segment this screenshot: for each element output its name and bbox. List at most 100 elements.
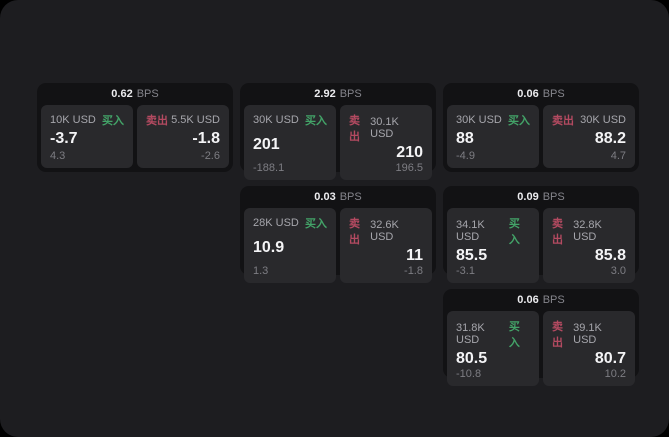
- sell-quote-change: 4.7: [610, 150, 626, 162]
- quote-grid: 0.62 BPS 10K USD 买入 -3.7 4.3 卖出: [37, 83, 639, 386]
- buy-quote-change: -3.1: [456, 264, 475, 277]
- sell-quote-value: 85.8: [594, 247, 626, 264]
- buy-side-badge: 买入: [508, 218, 520, 246]
- bps-unit-label: BPS: [542, 88, 565, 100]
- buy-tile-top-row: 30K USD 买入: [253, 112, 327, 128]
- sell-quote-value: 80.7: [594, 350, 626, 367]
- buy-side-badge: 买入: [305, 218, 327, 230]
- buy-tile-top-row: 30K USD 买入: [456, 112, 530, 128]
- sell-quote-value: 210: [396, 144, 423, 161]
- quote-panels: 30K USD 买入 88 -4.9 卖出 30K USD 88.2 4.7: [447, 105, 635, 168]
- buy-notional-amount: 30K USD: [253, 114, 299, 126]
- sell-quote-tile[interactable]: 卖出 5.5K USD -1.8 -2.6: [137, 105, 229, 168]
- sell-side-badge: 卖出: [552, 321, 563, 349]
- buy-quote-tile[interactable]: 28K USD 买入 10.9 1.3: [244, 208, 336, 283]
- buy-side-badge: 买入: [102, 115, 124, 127]
- sell-quote-value: -1.8: [192, 130, 220, 148]
- buy-quote-value: 88: [456, 130, 474, 148]
- sell-quote-change: 3.0: [610, 264, 626, 277]
- buy-quote-value: 80.5: [456, 350, 488, 367]
- bps-header: 0.09 BPS: [447, 186, 635, 208]
- sell-tile-top-row: 卖出 39.1K USD: [552, 318, 626, 350]
- sell-quote-change: -2.6: [201, 150, 220, 162]
- quote-panels: 34.1K USD 买入 85.5 -3.1 卖出 32.8K USD 85.8…: [447, 208, 635, 283]
- buy-quote-value: 201: [253, 136, 280, 153]
- bps-unit-label: BPS: [542, 294, 565, 306]
- bps-unit-label: BPS: [339, 88, 362, 100]
- sell-side-badge: 卖出: [552, 115, 574, 127]
- buy-quote-value: 10.9: [253, 239, 285, 256]
- quote-panels: 28K USD 买入 10.9 1.3 卖出 32.6K USD 11 -1.8: [244, 208, 432, 283]
- quote-card: 2.92 BPS 30K USD 买入 201 -188.1 卖出: [240, 83, 436, 180]
- quote-panels: 31.8K USD 买入 80.5 -10.8 卖出 39.1K USD 80.…: [447, 311, 635, 386]
- bps-header: 0.03 BPS: [244, 186, 432, 208]
- buy-quote-tile[interactable]: 30K USD 买入 201 -188.1: [244, 105, 336, 180]
- quote-card: 0.09 BPS 34.1K USD 买入 85.5 -3.1 卖出: [443, 186, 639, 283]
- buy-notional-amount: 28K USD: [253, 217, 299, 229]
- sell-quote-change: -1.8: [404, 264, 423, 277]
- quote-card: 0.03 BPS 28K USD 买入 10.9 1.3 卖出: [240, 186, 436, 283]
- sell-quote-change: 196.5: [395, 161, 423, 174]
- buy-quote-change: -188.1: [253, 161, 285, 174]
- bps-value: 0.03: [314, 191, 336, 203]
- bps-unit-label: BPS: [136, 88, 159, 100]
- buy-tile-top-row: 34.1K USD 买入: [456, 215, 530, 247]
- buy-quote-tile[interactable]: 34.1K USD 买入 85.5 -3.1: [447, 208, 539, 283]
- buy-side-badge: 买入: [305, 115, 327, 127]
- bps-value: 0.62: [111, 88, 133, 100]
- sell-quote-tile[interactable]: 卖出 30.1K USD 210 196.5: [340, 105, 432, 180]
- buy-side-badge: 买入: [508, 115, 530, 127]
- quote-card: 0.06 BPS 30K USD 买入 88 -4.9 卖出: [443, 83, 639, 172]
- sell-side-badge: 卖出: [349, 218, 360, 246]
- sell-notional-amount: 5.5K USD: [171, 114, 220, 126]
- sell-side-badge: 卖出: [146, 115, 168, 127]
- bps-unit-label: BPS: [339, 191, 362, 203]
- bps-value: 0.09: [517, 191, 539, 203]
- buy-quote-tile[interactable]: 10K USD 买入 -3.7 4.3: [41, 105, 133, 168]
- sell-notional-amount: 39.1K USD: [573, 322, 602, 346]
- buy-notional-amount: 30K USD: [456, 114, 502, 126]
- sell-notional-amount: 30K USD: [580, 114, 626, 126]
- quote-card: 0.62 BPS 10K USD 买入 -3.7 4.3 卖出: [37, 83, 233, 172]
- buy-tile-top-row: 28K USD 买入: [253, 215, 327, 231]
- buy-tile-top-row: 31.8K USD 买入: [456, 318, 530, 350]
- buy-notional-amount: 31.8K USD: [456, 322, 485, 346]
- sell-side-badge: 卖出: [552, 218, 563, 246]
- buy-quote-change: -10.8: [456, 367, 482, 380]
- sell-side-badge: 卖出: [349, 115, 360, 143]
- sell-quote-tile[interactable]: 卖出 30K USD 88.2 4.7: [543, 105, 635, 168]
- sell-quote-tile[interactable]: 卖出 32.8K USD 85.8 3.0: [543, 208, 635, 283]
- buy-notional-amount: 34.1K USD: [456, 219, 485, 243]
- buy-notional-amount: 10K USD: [50, 114, 96, 126]
- quote-panels: 10K USD 买入 -3.7 4.3 卖出 5.5K USD -1.8 -2.…: [41, 105, 229, 168]
- sell-notional-amount: 30.1K USD: [370, 116, 399, 140]
- sell-tile-top-row: 卖出 30K USD: [552, 112, 626, 128]
- sell-tile-top-row: 卖出 32.6K USD: [349, 215, 423, 247]
- sell-quote-tile[interactable]: 卖出 39.1K USD 80.7 10.2: [543, 311, 635, 386]
- bps-header: 0.06 BPS: [447, 83, 635, 105]
- bps-header: 0.06 BPS: [447, 289, 635, 311]
- bps-header: 2.92 BPS: [244, 83, 432, 105]
- buy-quote-value: -3.7: [50, 130, 78, 148]
- sell-notional-amount: 32.8K USD: [573, 219, 602, 243]
- sell-quote-tile[interactable]: 卖出 32.6K USD 11 -1.8: [340, 208, 432, 283]
- bps-value: 0.06: [517, 294, 539, 306]
- sell-tile-top-row: 卖出 30.1K USD: [349, 112, 423, 144]
- sell-tile-top-row: 卖出 5.5K USD: [146, 112, 220, 128]
- sell-quote-change: 10.2: [604, 367, 626, 380]
- buy-quote-change: -4.9: [456, 150, 475, 162]
- buy-quote-change: 4.3: [50, 150, 66, 162]
- buy-quote-tile[interactable]: 30K USD 买入 88 -4.9: [447, 105, 539, 168]
- sell-notional-amount: 32.6K USD: [370, 219, 399, 243]
- bps-value: 2.92: [314, 88, 336, 100]
- quote-panels: 30K USD 买入 201 -188.1 卖出 30.1K USD 210 1…: [244, 105, 432, 180]
- buy-quote-change: 1.3: [253, 264, 269, 277]
- sell-quote-value: 88.2: [594, 130, 626, 148]
- bps-value: 0.06: [517, 88, 539, 100]
- buy-quote-tile[interactable]: 31.8K USD 买入 80.5 -10.8: [447, 311, 539, 386]
- buy-quote-value: 85.5: [456, 247, 488, 264]
- buy-side-badge: 买入: [508, 321, 520, 349]
- buy-tile-top-row: 10K USD 买入: [50, 112, 124, 128]
